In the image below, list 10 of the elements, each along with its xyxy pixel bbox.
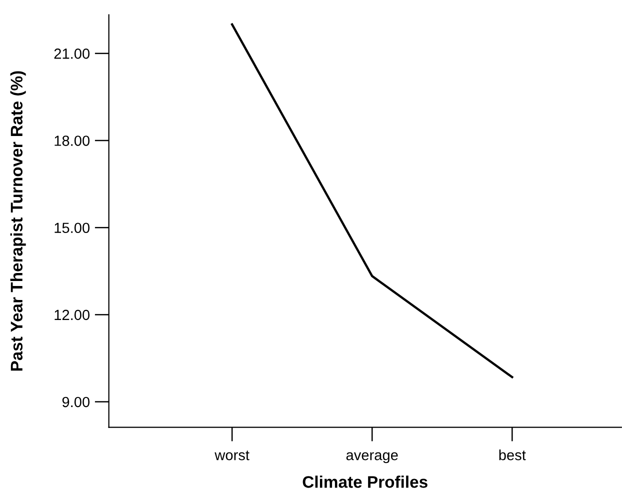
y-tick-label: 15.00 [54, 222, 90, 234]
y-tick-label: 18.00 [54, 136, 90, 146]
y-tick-label: 9.00 [62, 396, 90, 408]
y-axis-title: Past Year Therapist Turnover Rate (%) [10, 71, 26, 371]
x-axis-title: Climate Profiles [302, 476, 428, 488]
x-tick-label: average [346, 452, 398, 464]
x-tick-label: best [499, 450, 526, 460]
x-tick-label: worst [214, 450, 250, 460]
y-tick-label: 12.00 [54, 310, 90, 320]
y-tick-label: 21.00 [54, 48, 90, 59]
